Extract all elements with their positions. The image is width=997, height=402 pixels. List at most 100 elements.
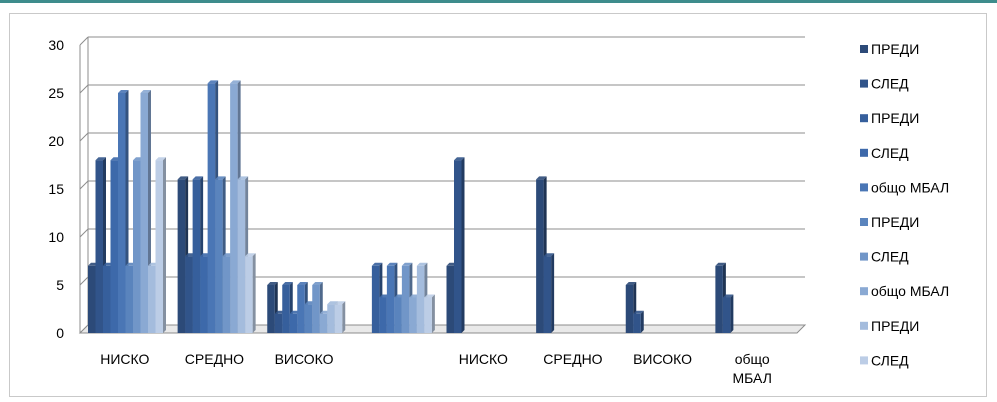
bar-top <box>297 282 308 285</box>
bar <box>103 265 111 333</box>
bar <box>401 265 410 333</box>
bar-top <box>633 310 644 314</box>
bar-top <box>140 90 151 93</box>
bars <box>88 80 734 334</box>
bar <box>371 265 380 333</box>
bar <box>88 265 96 333</box>
legend-label: СЛЕД <box>871 249 909 265</box>
bar <box>110 160 118 333</box>
bar-top <box>312 282 323 285</box>
bar <box>446 265 454 333</box>
y-tick-label: 20 <box>48 133 64 149</box>
top-accent-strip <box>0 0 997 3</box>
legend-swatch <box>860 252 868 261</box>
bar-top <box>625 282 637 285</box>
bar <box>289 313 298 333</box>
bar <box>633 313 641 333</box>
floor-plane <box>78 324 807 334</box>
bar <box>95 160 103 333</box>
bar-top <box>424 294 435 298</box>
bar-top <box>536 176 547 180</box>
legend-swatch <box>860 114 868 123</box>
bar-top <box>282 282 293 285</box>
bar <box>715 265 723 333</box>
bar <box>245 256 253 333</box>
bar-side <box>431 294 435 333</box>
legend-swatch <box>860 356 868 365</box>
bar <box>155 160 163 333</box>
x-tick-label: общо <box>735 351 770 367</box>
y-tick-label: 30 <box>48 37 64 53</box>
x-tick-label: ВИСОКО <box>275 351 334 367</box>
bar <box>215 179 223 333</box>
x-tick-label: СРЕДНО <box>185 351 244 367</box>
y-tick-label: 0 <box>56 325 64 341</box>
legend-swatch <box>860 287 868 296</box>
bar <box>625 285 634 333</box>
legend-label: ПРЕДИ <box>871 41 919 57</box>
gridline-depth <box>79 36 89 46</box>
bar-side <box>640 310 644 333</box>
bar-side <box>730 294 734 333</box>
bar <box>304 304 313 333</box>
y-tick-label: 15 <box>48 181 64 197</box>
bar <box>177 179 186 333</box>
gridline-depth <box>79 132 89 142</box>
bar-top <box>386 262 398 266</box>
legend-swatch <box>860 148 868 157</box>
bar-top <box>155 157 166 161</box>
bar <box>140 93 148 333</box>
legend-label: общо МБАЛ <box>871 283 949 299</box>
bar-side <box>551 253 555 333</box>
bar <box>185 256 193 333</box>
gridline-depth <box>79 84 89 94</box>
x-tick-label: НИСКО <box>459 351 508 367</box>
bar-top <box>207 80 219 84</box>
bar <box>118 93 126 333</box>
bar <box>386 265 395 333</box>
bar-side <box>342 301 346 333</box>
legend-label: СЛЕД <box>871 352 909 368</box>
bar-top <box>118 90 129 93</box>
bar <box>312 285 320 333</box>
bar <box>424 297 432 333</box>
x-tick-label: НИСКО <box>100 351 149 367</box>
bar <box>133 160 141 333</box>
bar <box>454 160 462 333</box>
legend-label: СЛЕД <box>871 76 909 92</box>
legend-label: ПРЕДИ <box>871 110 919 126</box>
bar <box>409 297 417 333</box>
bar <box>327 304 335 333</box>
bar <box>192 179 201 333</box>
bar-top <box>454 157 465 161</box>
bar-top <box>334 301 346 305</box>
bar <box>394 297 402 333</box>
bar <box>319 313 328 333</box>
x-axis-ticks: НИСКО СРЕДНО ВИСОКО НИСКО СРЕДНО ВИСОКО общо МБ… <box>100 351 772 386</box>
bar-side <box>461 157 465 333</box>
bar-top <box>230 80 241 84</box>
bar <box>200 256 208 333</box>
y-tick-label: 25 <box>48 85 64 101</box>
legend-swatch <box>860 79 868 88</box>
legend-swatch <box>860 45 868 53</box>
bar-top <box>543 253 555 257</box>
bar-side <box>252 253 256 333</box>
bar-top <box>237 176 249 180</box>
legend-label: СЛЕД <box>871 145 909 161</box>
bar-top <box>327 301 338 305</box>
bar <box>230 83 238 334</box>
bar <box>282 285 290 333</box>
bar-top <box>215 176 226 180</box>
bar-top <box>722 294 734 298</box>
bar <box>722 297 731 333</box>
y-tick-label: 5 <box>56 277 64 293</box>
bar <box>237 179 246 333</box>
bar-top <box>401 262 413 266</box>
gridline-depth <box>79 228 89 238</box>
bar <box>536 179 544 333</box>
bar-top <box>177 176 189 180</box>
y-axis-ticks: 0 5 10 15 20 25 30 <box>48 37 64 341</box>
bar <box>334 304 343 333</box>
bar <box>297 285 305 333</box>
